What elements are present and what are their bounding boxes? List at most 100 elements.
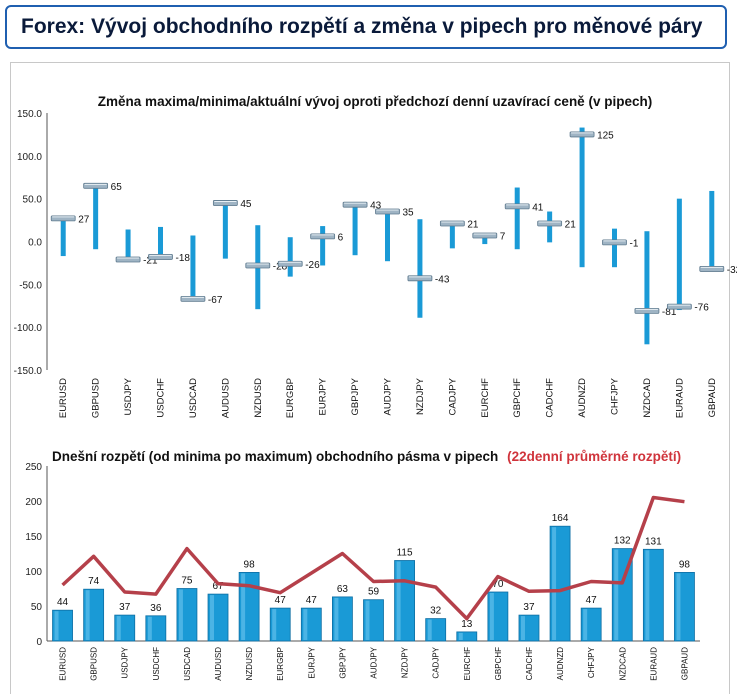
data-label: 63 [337, 584, 349, 595]
x-tick-label: GBPCHF [512, 378, 523, 418]
bar-chart-title-highlight: (22denní průměrné rozpětí) [507, 449, 681, 464]
x-tick-label: EURGBP [285, 378, 296, 418]
x-tick-label: CADCHF [525, 647, 534, 680]
data-label: 32 [430, 606, 442, 617]
data-label: 75 [181, 576, 193, 587]
range-bar [320, 226, 326, 266]
data-label: 21 [467, 220, 479, 231]
x-tick-label: EURJPY [318, 377, 329, 415]
data-label: 43 [370, 201, 382, 212]
x-tick-label: NZDCAD [618, 647, 627, 681]
bar-shine [116, 616, 121, 640]
data-label: -1 [630, 238, 639, 249]
bar-shine [645, 550, 650, 640]
x-tick-label: USDCAD [188, 378, 199, 418]
data-label: 36 [150, 603, 162, 614]
bar-shine [552, 527, 557, 640]
bar [456, 631, 478, 642]
x-tick-label: USDJPY [123, 377, 134, 415]
x-tick-label: EURCHF [463, 647, 472, 680]
data-label: 59 [368, 587, 380, 598]
bar-shine [85, 590, 90, 640]
data-label: 131 [645, 536, 662, 547]
x-tick-label: AUDJPY [383, 377, 394, 415]
data-label: 21 [565, 220, 577, 231]
range-bar [579, 127, 585, 268]
range-bar [158, 226, 163, 260]
y-tick-label: 0 [36, 637, 42, 648]
data-label: -43 [435, 274, 450, 285]
bar-shine [427, 619, 432, 640]
bar-shine [334, 597, 339, 640]
y-tick-label: -150.0 [14, 366, 43, 377]
data-label: -32 [727, 265, 737, 276]
x-tick-label: EURGBP [276, 647, 285, 681]
range-bar [385, 210, 390, 262]
y-tick-label: 100 [25, 567, 42, 578]
data-label: 70 [492, 579, 504, 590]
data-label: -26 [305, 260, 320, 271]
x-tick-label: USDCAD [183, 647, 192, 681]
range-bar [676, 198, 682, 311]
range-bar [93, 185, 99, 250]
x-tick-label: AUDNZD [556, 647, 565, 681]
x-tick-label: NZDJPY [415, 377, 426, 415]
x-tick-label: CADJPY [447, 377, 458, 415]
x-tick-label: EURUSD [58, 378, 69, 418]
data-label: 125 [597, 130, 614, 141]
x-tick-label: EURCHF [480, 378, 491, 418]
x-tick-label: CHFJPY [610, 377, 621, 415]
x-tick-label: GBPAUD [707, 378, 718, 418]
bar-shine [676, 573, 681, 640]
bar-chart-marks: 44 EURUSD 74 GBPUSD 37 USDJPY 36 USDCHF 75 USDCAD… [52, 495, 695, 681]
x-tick-label: CADCHF [545, 378, 556, 418]
range-bar [125, 229, 131, 261]
x-tick-label: EURAUD [674, 378, 685, 418]
x-tick-label: USDJPY [121, 646, 130, 678]
bar-shine [458, 632, 463, 640]
range-chart-marks: 27 EURUSD 65 GBPUSD -21 USDJPY -18 USDCHF -67 USD… [50, 127, 737, 418]
data-label: -81 [662, 307, 677, 318]
data-label: -18 [176, 253, 191, 264]
bar-shine [614, 549, 619, 640]
bar-shine [365, 600, 370, 640]
x-tick-label: EURUSD [59, 647, 68, 681]
bar-chart-title-main: Dnešní rozpětí (od minima po maximum) ob… [52, 449, 498, 464]
bar-shine [210, 595, 215, 640]
bar-shine [303, 609, 308, 640]
range-bar [287, 237, 293, 277]
range-chart-axis: 150.0 100.0 50.0 0.0 -50.0 -100.0 -150.0 [14, 109, 48, 377]
x-tick-label: EURAUD [649, 647, 658, 681]
x-tick-label: CADJPY [432, 646, 441, 678]
range-bar [514, 187, 520, 250]
x-tick-label: GBPUSD [90, 647, 99, 681]
range-bar [612, 228, 617, 268]
bar-shine [178, 589, 183, 640]
x-tick-label: GBPJPY [338, 646, 347, 678]
range-bar [482, 233, 488, 245]
bar-shine [583, 609, 588, 640]
data-label: -67 [208, 295, 223, 306]
x-tick-label: GBPAUD [680, 647, 689, 680]
x-tick-label: NZDCAD [642, 378, 653, 418]
range-bar [352, 203, 358, 256]
x-tick-label: NZDJPY [401, 646, 410, 678]
data-label: 47 [306, 595, 318, 606]
range-bar [60, 218, 66, 257]
y-tick-label: 0.0 [28, 238, 42, 249]
x-tick-label: EURJPY [307, 646, 316, 678]
data-label: 65 [111, 182, 123, 193]
bar-shine [396, 561, 401, 640]
y-tick-label: -100.0 [14, 323, 43, 334]
data-label: 7 [500, 232, 506, 243]
x-tick-label: AUDUSD [220, 378, 231, 418]
header-box: Forex: Vývoj obchodního rozpětí a změna … [5, 5, 727, 49]
x-tick-label: GBPJPY [350, 377, 361, 415]
data-label: 74 [88, 576, 100, 587]
data-label: 132 [614, 536, 631, 547]
page-title: Forex: Vývoj obchodního rozpětí a změna … [21, 15, 703, 38]
x-tick-label: AUDNZD [577, 378, 588, 418]
x-tick-label: AUDUSD [214, 647, 223, 681]
x-tick-label: AUDJPY [370, 646, 379, 678]
